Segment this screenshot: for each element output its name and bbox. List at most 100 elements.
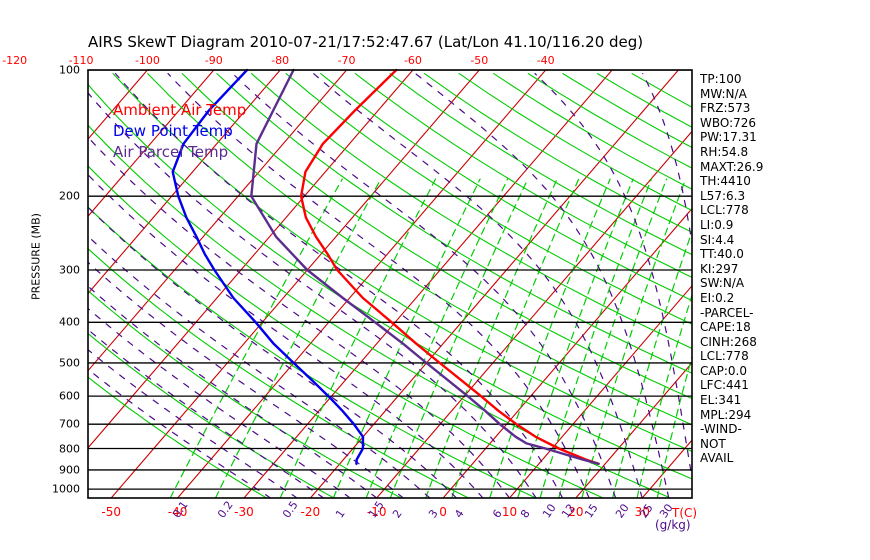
moist-adiabat-line — [534, 73, 692, 482]
bottom-temp-tick--30: -30 — [234, 505, 254, 519]
index-row-rh: RH:54.8 — [700, 144, 749, 159]
isotherm-line — [177, 70, 547, 498]
index-row-th: TH:4410 — [700, 174, 751, 189]
index-row-mpl: MPL:294 — [700, 407, 752, 422]
mixing-ratio-line — [332, 178, 481, 498]
mixing-ratio-line — [169, 178, 343, 498]
mixing-ratio-line — [389, 178, 529, 498]
dry-adiabat-line — [88, 289, 402, 498]
top-temp-tick--70: -70 — [337, 54, 356, 67]
moist-adiabat-line — [88, 92, 537, 498]
moist-adiabat-line — [88, 206, 457, 498]
moist-adiabat-line — [88, 173, 484, 498]
bottom-temp-tick--10: -10 — [366, 505, 387, 519]
mixing-ratio-line — [489, 178, 611, 498]
index-row-l57: L57:6.3 — [700, 188, 746, 203]
mixing-ratio-line — [365, 178, 509, 498]
pressure-tick-400: 400 — [59, 315, 80, 329]
index-row-cape: CAPE:18 — [700, 320, 751, 335]
index-row-si: SI:4.4 — [700, 232, 735, 247]
dry-adiabat-line — [88, 165, 604, 498]
mixing-ratio-line — [539, 178, 652, 498]
legend-ambient-air-temp: Ambient Air Temp — [113, 101, 247, 119]
pressure-tick-100: 100 — [59, 63, 80, 77]
index-row-pw: PW:17.31 — [700, 130, 757, 145]
dry-adiabat-line — [88, 83, 692, 480]
mixing-ratio-line — [279, 178, 437, 498]
index-row-mw: MW:N/A — [700, 86, 747, 101]
moist-adiabat-line — [232, 73, 617, 498]
plot-frame-layer — [87, 69, 693, 499]
pressure-tick-300: 300 — [59, 263, 80, 277]
mixing-ratio-line — [558, 178, 668, 498]
isotherm-line — [88, 70, 348, 372]
bottom-temp-tick--40: -40 — [167, 505, 188, 519]
moist-adiabat-line — [88, 136, 511, 498]
moist-adiabat-line — [88, 261, 404, 498]
index-row-cinh: CINH:268 — [700, 334, 757, 349]
index-row-wbo: WBO:726 — [700, 115, 757, 130]
bottom-temp-tick-20: 20 — [568, 505, 584, 519]
dry-adiabat-line — [88, 206, 537, 498]
mixing-ratio-line — [425, 178, 558, 498]
mixing-ratio-line — [636, 293, 692, 498]
dry-adiabat-line — [88, 376, 268, 498]
index-row-tp: TP:100 — [700, 72, 742, 86]
index-row-tt: TT:40.0 — [700, 247, 744, 262]
isotherm-line — [110, 70, 480, 498]
index-row-ei: EI:0.2 — [700, 290, 735, 305]
index-row-wind_header: -WIND- — [700, 422, 742, 437]
dry-adiabat-line — [88, 332, 335, 498]
mixing-ratio-line — [214, 178, 382, 498]
bottom-temp-tick--50: -50 — [101, 505, 122, 519]
isotherm-line — [88, 70, 414, 449]
moist-adiabat-line — [114, 73, 564, 498]
dry-adiabat-line — [112, 73, 692, 453]
top-temp-tick--110: -110 — [68, 54, 94, 67]
pressure-tick-500: 500 — [59, 356, 80, 370]
moist-adiabat-line — [313, 73, 643, 498]
dry-adiabat-line — [88, 247, 470, 498]
isotherm-line — [88, 70, 215, 218]
dry-adiabat-line — [389, 73, 692, 256]
top-temp-tick--50: -50 — [470, 54, 489, 67]
top-temp-tick--100: -100 — [134, 54, 160, 67]
index-row-frz: FRZ:573 — [700, 101, 751, 116]
isotherm-line — [243, 70, 613, 498]
plot-frame — [87, 69, 693, 499]
dry-adiabat-line — [250, 73, 692, 350]
series-dew-point-temp — [171, 68, 365, 465]
index-row-lcl: LCL:778 — [700, 203, 749, 218]
dry-adiabat-line — [216, 73, 692, 374]
index-row-lfc: LFC:441 — [700, 378, 749, 393]
index-row-wind_2: AVAIL — [700, 451, 734, 466]
top-temp-tick--90: -90 — [204, 54, 223, 67]
series-ambient-air-temp — [299, 68, 600, 465]
top-temp-tick--60: -60 — [403, 54, 422, 67]
index-row-cap: CAP:0.0 — [700, 363, 747, 378]
pressure-axis-label: PRESSURE (MB) — [29, 213, 43, 300]
index-row-el: EL:341 — [700, 393, 742, 408]
mixing-ratio-line — [517, 178, 634, 498]
isotherm-line — [0, 70, 15, 498]
bottom-temp-tick-0: 0 — [439, 505, 447, 519]
index-row-parcel_header: -PARCEL- — [700, 305, 754, 320]
index-row-ki: KI:297 — [700, 261, 739, 276]
dry-adiabat-line — [181, 73, 692, 400]
pressure-tick-900: 900 — [59, 463, 80, 477]
moist-adiabat-line — [414, 73, 670, 498]
pressure-tick-200: 200 — [59, 189, 80, 203]
stability-index-panel: TP:100 MW:N/A FRZ:573 WBO:726 PW:17.31 RH:54.… — [700, 72, 860, 466]
legend-dew-point-temp: Dew Point Temp — [113, 122, 233, 140]
dry-adiabat-line — [354, 73, 692, 278]
moist-adiabat-line — [167, 73, 590, 498]
pressure-tick-600: 600 — [59, 389, 80, 403]
pressure-tick-700: 700 — [59, 417, 80, 431]
series-air-parcel-temp — [250, 68, 600, 465]
pressure-tick-800: 800 — [59, 442, 80, 455]
temperature-curves-layer — [171, 68, 600, 465]
top-temp-tick--80: -80 — [271, 54, 290, 67]
bottom-temp-tick--20: -20 — [300, 505, 321, 519]
index-row-li: LI:0.9 — [700, 217, 734, 232]
legend-air-parcel-temp: Air Parcel Temp — [113, 143, 229, 161]
